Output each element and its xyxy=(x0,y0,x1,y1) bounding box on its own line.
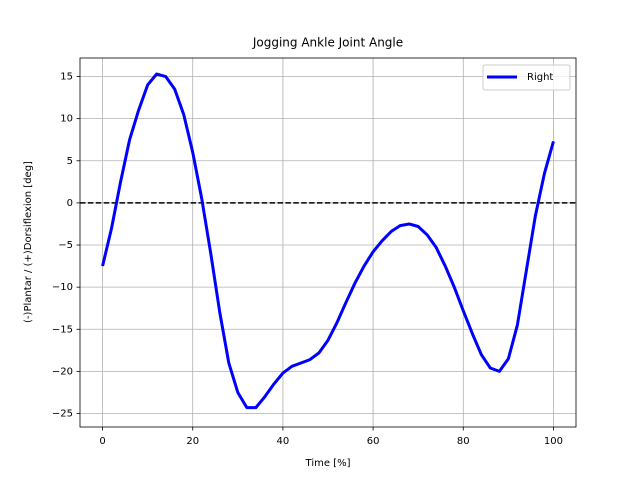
x-tick-label: 20 xyxy=(186,436,199,447)
chart-title: Jogging Ankle Joint Angle xyxy=(252,36,403,50)
x-axis-label: Time [%] xyxy=(305,458,351,469)
x-tick-label: 60 xyxy=(367,436,380,447)
x-tick-label: 40 xyxy=(277,436,290,447)
legend-label: Right xyxy=(527,72,553,83)
x-tick-label: 100 xyxy=(544,436,563,447)
x-tick-label: 0 xyxy=(99,436,105,447)
y-tick-label: −20 xyxy=(52,366,73,377)
data-line xyxy=(101,72,555,410)
y-tick-label: −10 xyxy=(52,282,73,293)
y-tick-label: −5 xyxy=(58,240,73,251)
y-tick-label: 0 xyxy=(67,198,73,209)
y-tick-label: 15 xyxy=(60,72,73,83)
legend-box xyxy=(482,64,571,91)
y-tick-label: −25 xyxy=(52,409,73,420)
y-tick-label: −15 xyxy=(52,324,73,335)
y-axis-label: (-)Plantar / (+)Dorsiflexion [deg] xyxy=(23,161,34,323)
x-tick-label: 80 xyxy=(457,436,470,447)
y-tick-label: 5 xyxy=(67,156,73,167)
axes-frame xyxy=(79,57,577,428)
y-tick-label: 10 xyxy=(60,114,73,125)
